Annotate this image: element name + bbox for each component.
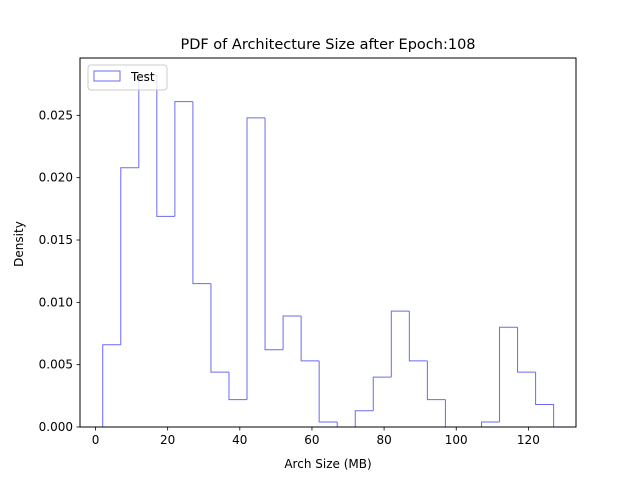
x-tick-label: 40 — [232, 433, 247, 447]
histogram-bin — [408, 311, 428, 362]
x-tick-label: 0 — [92, 433, 100, 447]
histogram-bin — [354, 410, 374, 427]
histogram-bin — [480, 421, 500, 427]
legend: Test — [87, 64, 168, 91]
histogram-bin — [246, 117, 266, 400]
x-tick-label: 120 — [517, 433, 540, 447]
histogram-bin — [499, 326, 518, 423]
legend-label-test: Test — [130, 70, 155, 84]
histogram-bin — [517, 327, 536, 373]
histogram-bin — [318, 360, 338, 423]
x-tick-label: 80 — [376, 433, 391, 447]
y-tick-label: 0.020 — [39, 171, 73, 185]
histogram-bin — [174, 101, 193, 217]
histogram-bin — [426, 360, 446, 401]
histogram-bin — [102, 344, 121, 427]
y-tick-label: 0.000 — [39, 420, 73, 434]
y-tick-label: 0.010 — [39, 295, 73, 309]
plot-frame — [79, 57, 577, 428]
histogram-bin — [372, 376, 392, 411]
histogram-bin — [228, 372, 248, 401]
histogram-bin — [120, 167, 139, 345]
y-tick-label: 0.015 — [39, 233, 73, 247]
histogram-bin — [210, 283, 229, 373]
histogram-bin — [535, 372, 555, 427]
legend-swatch — [93, 70, 121, 82]
x-tick-label: 20 — [160, 433, 175, 447]
histogram-bin — [264, 117, 284, 351]
y-axis-label: Density — [12, 221, 26, 267]
histogram-bin — [192, 101, 211, 285]
histogram-bin — [156, 75, 175, 217]
x-tick-label: 100 — [445, 433, 468, 447]
histogram-bin — [282, 315, 302, 350]
legend-box — [87, 64, 168, 91]
histogram-bin — [300, 316, 320, 362]
chart-title: PDF of Architecture Size after Epoch:108 — [180, 37, 475, 53]
histogram-bin — [390, 310, 410, 378]
x-axis-label: Arch Size (MB) — [284, 457, 371, 471]
y-tick-label: 0.025 — [39, 108, 73, 122]
x-tick-label: 60 — [304, 433, 319, 447]
y-tick-label: 0.005 — [39, 358, 73, 372]
